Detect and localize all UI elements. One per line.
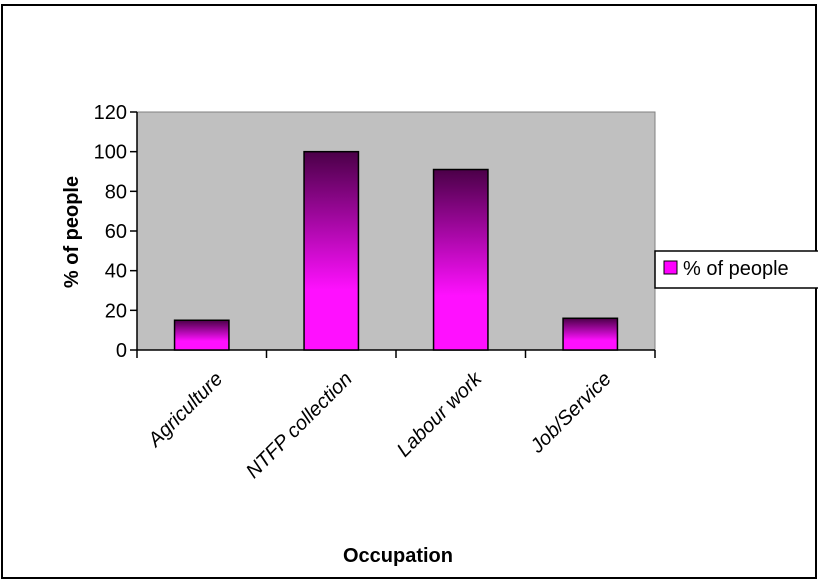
x-axis-title: Occupation: [343, 545, 453, 567]
legend-swatch: [663, 260, 678, 275]
y-axis: 0 20 40 60 80 100 120: [94, 102, 138, 362]
plot-area: [136, 111, 656, 351]
bar: [303, 150, 360, 351]
y-tick-label: 40: [105, 261, 127, 283]
y-tick-label: 0: [116, 340, 127, 362]
y-axis-title: % of people: [61, 176, 83, 288]
bars: [173, 150, 619, 351]
bar: [432, 168, 489, 351]
legend-label: % of people: [683, 258, 789, 280]
y-tick-label: 120: [94, 102, 127, 124]
y-tick-label: 100: [94, 142, 127, 164]
legend-box: [654, 250, 818, 289]
y-tick-label: 60: [105, 221, 127, 243]
bar: [562, 317, 619, 351]
bar: [173, 319, 230, 351]
y-tick-label: 80: [105, 181, 127, 203]
y-tick-label: 20: [105, 300, 127, 322]
legend: % of people: [654, 250, 818, 289]
